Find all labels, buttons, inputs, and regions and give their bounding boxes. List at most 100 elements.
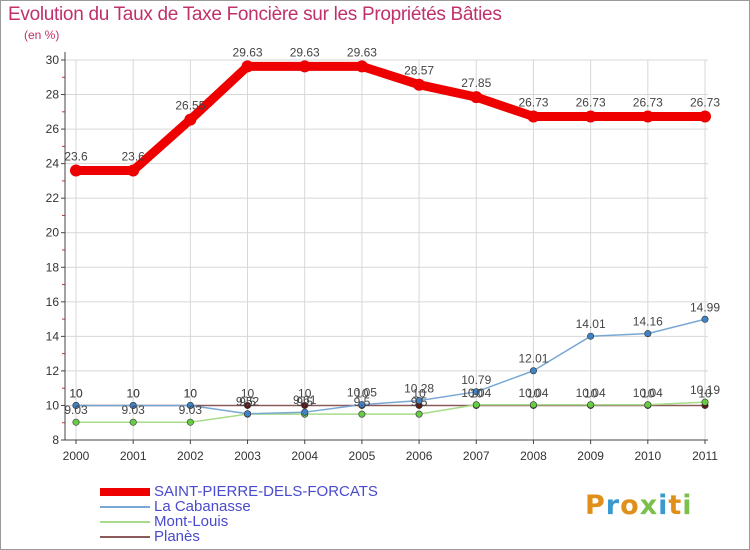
data-point [701, 315, 709, 323]
y-tick-label: 10 [46, 398, 60, 412]
data-point [72, 401, 80, 409]
data-point [355, 60, 368, 73]
data-point [358, 401, 366, 409]
series-line-la-cabanasse [75, 318, 706, 415]
data-point [244, 401, 252, 409]
logo-letter: i [682, 490, 693, 521]
data-label: 10 [412, 386, 426, 400]
data-point [701, 398, 709, 406]
series-line-mont-louis [75, 401, 706, 423]
data-point [584, 110, 597, 123]
data-point [186, 401, 194, 409]
data-label: 10.05 [347, 386, 377, 400]
data-point [415, 397, 423, 405]
x-tick-label: 2007 [463, 449, 490, 463]
y-tick-label: 12 [46, 364, 60, 378]
x-tick-label: 2001 [120, 449, 147, 463]
data-point [644, 401, 652, 409]
grid-lines [65, 59, 708, 441]
data-point [129, 401, 137, 409]
logo-letter: o [620, 490, 640, 521]
legend-swatch-planes [100, 535, 150, 538]
data-label: 10 [298, 386, 312, 400]
data-point [699, 110, 711, 123]
data-label: 26.73 [690, 95, 720, 109]
data-label: 10 [584, 386, 598, 400]
logo-letter: i [658, 490, 669, 521]
axes: 8 10 12 14 16 18 20 22 24 26 28 30 2000 2001 2002 2003 2… [46, 52, 718, 463]
data-label: 26.73 [576, 95, 606, 109]
data-point [129, 418, 137, 426]
y-tick-label: 14 [46, 329, 60, 343]
logo-letter: P [585, 490, 606, 521]
data-label: 29.63 [290, 45, 320, 59]
data-label: 9.5 [239, 395, 256, 409]
data-label: 10.04 [576, 386, 606, 400]
legend: SAINT-PIERRE-DELS-FORCATS La Cabanasse M… [100, 483, 378, 545]
y-tick-label: 20 [46, 226, 60, 240]
data-label: 10 [470, 386, 484, 400]
x-tick-label: 2009 [577, 449, 604, 463]
data-label: 10.79 [461, 373, 491, 387]
data-label: 10 [527, 386, 541, 400]
logo-letter: x [639, 490, 659, 521]
x-tick-label: 2006 [406, 449, 433, 463]
data-label: 9.03 [122, 403, 146, 417]
data-label: 10 [127, 386, 141, 400]
data-point [241, 60, 254, 73]
data-label: 14.01 [576, 317, 606, 331]
x-tick-label: 2008 [520, 449, 547, 463]
data-label: 10 [698, 386, 712, 400]
legend-label-la-cabanasse: La Cabanasse [154, 498, 251, 515]
data-label: 9.5 [411, 395, 428, 409]
data-label: 26.55 [175, 99, 205, 113]
data-label: 10.19 [690, 383, 720, 397]
unit-label: (en %) [24, 28, 60, 42]
data-point [72, 418, 80, 426]
x-tick-label: 2000 [63, 449, 90, 463]
data-label: 29.63 [347, 45, 377, 59]
legend-swatch-la-cabanasse [100, 505, 150, 508]
legend-swatch-mont-louis [100, 520, 150, 523]
data-label: 10 [241, 386, 255, 400]
data-point [244, 410, 252, 418]
legend-item: Planès [100, 528, 378, 545]
data-label: 28.57 [404, 64, 434, 78]
data-point [358, 410, 366, 418]
y-tick-label: 24 [46, 157, 60, 171]
series-lines [70, 60, 711, 426]
legend-label-mont-louis: Mont-Louis [154, 513, 229, 530]
data-label: 10 [641, 386, 655, 400]
data-label: 10.28 [404, 382, 434, 396]
data-point [641, 110, 654, 123]
data-label: 12.01 [518, 352, 548, 366]
data-label: 26.73 [518, 95, 548, 109]
data-point [644, 330, 652, 338]
data-point [301, 401, 309, 409]
data-point [298, 60, 311, 73]
data-label: 29.63 [233, 45, 263, 59]
data-label: 14.99 [690, 300, 720, 314]
data-point [470, 91, 483, 104]
data-label: 23.6 [122, 150, 146, 164]
y-tick-label: 22 [46, 191, 60, 205]
proxiti-logo: Proxiti [585, 490, 693, 521]
x-tick-label: 2002 [177, 449, 204, 463]
legend-label-planes: Planès [154, 528, 200, 545]
data-point [587, 401, 595, 409]
data-label: 9.03 [179, 403, 203, 417]
data-label: 10.04 [518, 386, 548, 400]
data-label: 10.04 [461, 386, 491, 400]
x-tick-label: 2011 [692, 449, 718, 463]
y-tick-label: 8 [52, 433, 59, 447]
data-point [529, 401, 537, 409]
data-label: 10.04 [633, 386, 663, 400]
data-point [587, 332, 595, 340]
data-point [472, 401, 480, 409]
data-labels: 23.6 23.6 26.55 29.63 29.63 29.63 28.57 27.85 26… [64, 45, 720, 417]
data-label: 23.6 [64, 150, 88, 164]
data-point [413, 78, 426, 91]
legend-item: SAINT-PIERRE-DELS-FORCATS [100, 483, 378, 500]
data-label: 9.03 [64, 403, 88, 417]
